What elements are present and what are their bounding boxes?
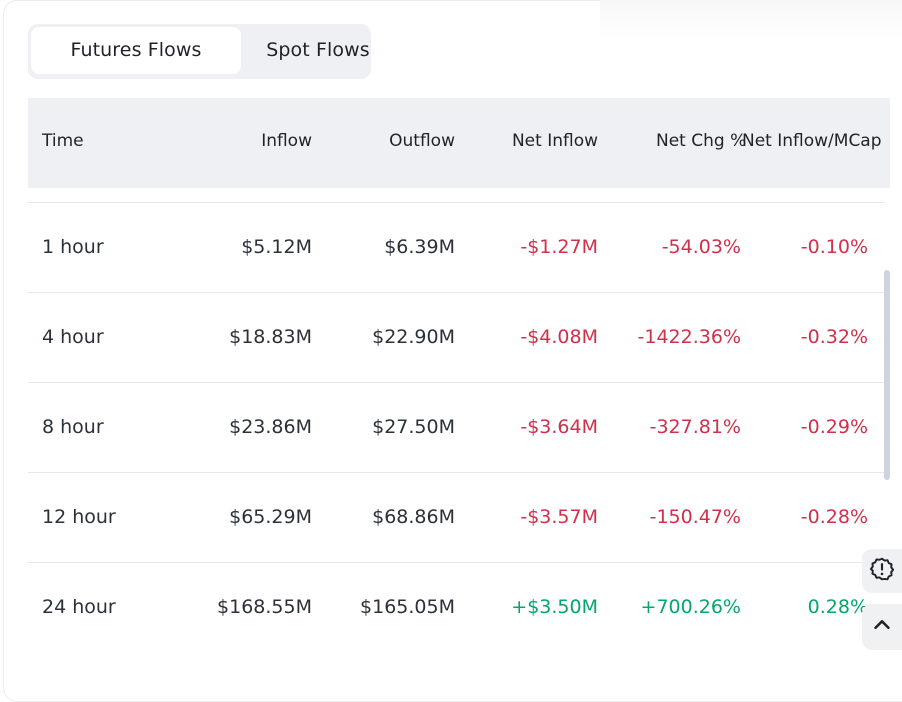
cell-outflow: $165.05M <box>360 596 455 618</box>
cell-net-chg: -150.47% <box>649 506 741 528</box>
column-header-net-inflow[interactable]: Net Inflow <box>511 131 598 151</box>
cell-net-inflow-mcap: 0.28% <box>807 596 868 618</box>
tab-futures-flows[interactable]: Futures Flows <box>31 27 241 74</box>
cell-net-inflow: -$1.27M <box>520 236 598 258</box>
tab-spot-flows[interactable]: Spot Flows <box>266 39 370 61</box>
cell-inflow: $18.83M <box>229 326 312 348</box>
top-shadow <box>600 0 902 40</box>
table-row[interactable]: 24 hour $168.55M $165.05M +$3.50M +700.26% 0.… <box>28 562 884 653</box>
table-header: Time Inflow Outflow Net Inflow Net Chg %… <box>28 98 890 188</box>
cell-time: 8 hour <box>42 416 104 438</box>
column-header-outflow[interactable]: Outflow <box>389 131 455 151</box>
cell-time: 1 hour <box>42 236 104 258</box>
cell-outflow: $68.86M <box>372 506 455 528</box>
feedback-button[interactable] <box>862 549 902 593</box>
flow-type-tabs: Futures Flows Spot Flows <box>28 24 371 79</box>
cell-inflow: $5.12M <box>241 236 312 258</box>
cell-outflow: $22.90M <box>372 326 455 348</box>
table-row[interactable]: 8 hour $23.86M $27.50M -$3.64M -327.81% -0.29… <box>28 382 884 473</box>
cell-net-chg: -327.81% <box>649 416 741 438</box>
cell-outflow: $6.39M <box>384 236 455 258</box>
cell-net-inflow: +$3.50M <box>511 596 598 618</box>
cell-net-inflow-mcap: -0.32% <box>800 326 868 348</box>
cell-time: 4 hour <box>42 326 104 348</box>
cell-outflow: $27.50M <box>372 416 455 438</box>
cell-net-chg: -1422.36% <box>637 326 741 348</box>
cell-net-inflow: -$3.57M <box>520 506 598 528</box>
column-header-time[interactable]: Time <box>42 131 84 151</box>
table-row[interactable]: 1 hour $5.12M $6.39M -$1.27M -54.03% -0.10% <box>28 202 884 293</box>
cell-net-chg: +700.26% <box>640 596 741 618</box>
cell-net-inflow: -$4.08M <box>520 326 598 348</box>
alert-badge-icon <box>869 556 895 586</box>
column-header-inflow[interactable]: Inflow <box>261 131 312 151</box>
cell-time: 24 hour <box>42 596 116 618</box>
cell-time: 12 hour <box>42 506 116 528</box>
cell-net-inflow-mcap: -0.10% <box>800 236 868 258</box>
vertical-scrollbar[interactable] <box>884 270 890 480</box>
column-header-net-inflow-mcap[interactable]: Net Inflow/MCap <box>742 131 882 151</box>
cell-net-inflow-mcap: -0.29% <box>800 416 868 438</box>
column-header-net-chg[interactable]: Net Chg % <box>656 131 747 151</box>
cell-inflow: $65.29M <box>229 506 312 528</box>
cell-net-chg: -54.03% <box>661 236 741 258</box>
cell-inflow: $168.55M <box>217 596 312 618</box>
table-row[interactable]: 12 hour $65.29M $68.86M -$3.57M -150.47% -0.2… <box>28 472 884 563</box>
cell-net-inflow-mcap: -0.28% <box>800 506 868 528</box>
scroll-to-top-button[interactable] <box>862 604 902 650</box>
chevron-up-icon <box>871 614 893 640</box>
table-row[interactable]: 4 hour $18.83M $22.90M -$4.08M -1422.36% -0.3… <box>28 292 884 383</box>
cell-inflow: $23.86M <box>229 416 312 438</box>
cell-net-inflow: -$3.64M <box>520 416 598 438</box>
